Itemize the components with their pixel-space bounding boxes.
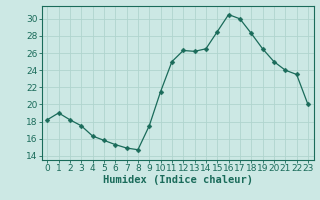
X-axis label: Humidex (Indice chaleur): Humidex (Indice chaleur) [103,175,252,185]
